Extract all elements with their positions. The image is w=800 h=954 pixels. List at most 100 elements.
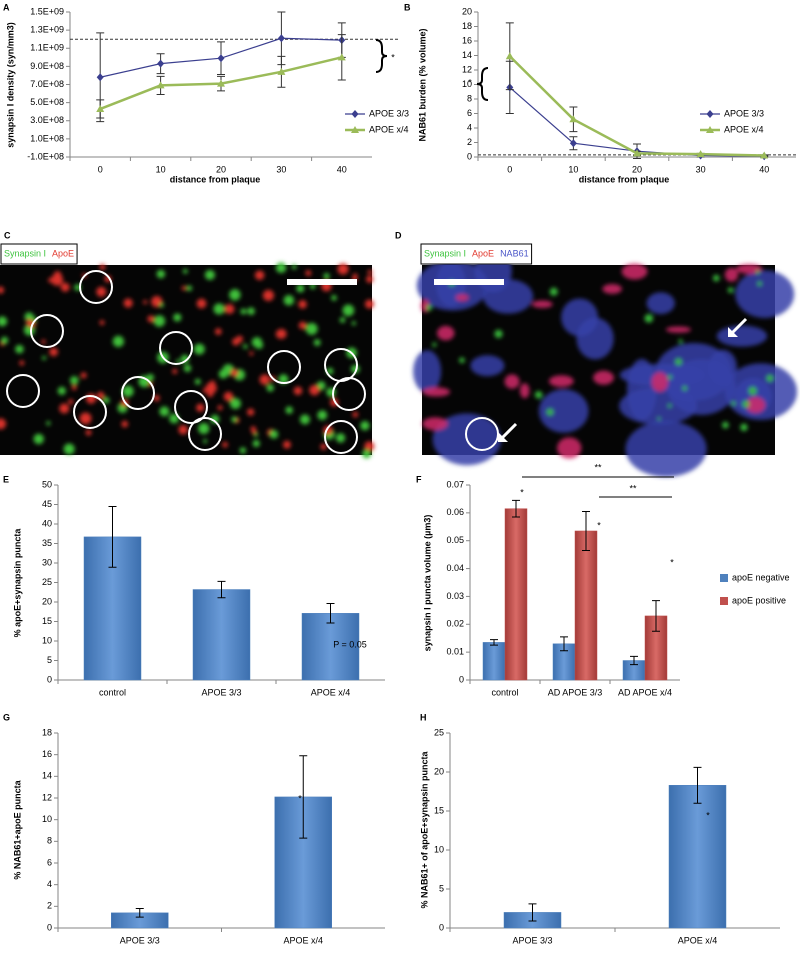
apoe-signal [531, 300, 553, 308]
point [569, 115, 578, 123]
error-bar [326, 603, 335, 624]
apoe-signal [203, 439, 208, 444]
synapsin-signal [223, 391, 234, 402]
point [157, 59, 165, 68]
x-tick-label: AD APOE 3/3 [548, 687, 603, 697]
apoe-signal [366, 275, 374, 283]
legend-label: APOE x/4 [369, 124, 409, 134]
y-tick-label: 25 [434, 727, 444, 737]
apoe-signal [153, 395, 160, 402]
apoe-signal [557, 437, 582, 459]
apoe-signal [255, 341, 264, 349]
synapsin-signal [293, 386, 303, 396]
synapsin-signal [335, 433, 346, 443]
synapsin-signal [757, 281, 762, 286]
scale-bar [287, 279, 357, 285]
synapsin-signal [360, 420, 370, 431]
error-bar [693, 766, 702, 804]
synapsin-signal [426, 305, 433, 311]
panel-letter: C [4, 230, 11, 240]
synapsin-signal [549, 287, 558, 296]
apoe-signal [224, 303, 235, 314]
synapsin-signal [259, 374, 270, 385]
y-tick-label: 6 [47, 857, 52, 867]
error-bar [560, 636, 568, 652]
y-tick-label: 20 [42, 596, 52, 606]
y-tick-label: 0 [439, 922, 444, 932]
synapsin-signal [756, 270, 760, 275]
y-tick-label: 4 [467, 122, 472, 132]
x-tick-label: 30 [696, 164, 706, 174]
apoe-signal [243, 344, 248, 349]
apoe-signal [156, 269, 166, 279]
synapsin-signal [731, 401, 736, 406]
synapsin-signal [96, 391, 105, 400]
y-tick-label: 12 [42, 792, 52, 802]
y-tick-label: 0.04 [446, 563, 464, 573]
legend-label: apoE negative [732, 572, 790, 582]
synapsin-signal [351, 321, 356, 326]
y-axis-label: % apoE+synapsin puncta [12, 528, 22, 638]
highlight-circle [79, 270, 113, 304]
annotation: * [391, 52, 395, 62]
y-tick-label: 16 [42, 749, 52, 759]
image-label: ApoE [472, 248, 494, 258]
y-tick-label: 40 [42, 518, 52, 528]
synapsin-signal [331, 295, 337, 301]
image-legend: Synapsin I ApoE [0, 243, 78, 265]
legend-marker [351, 110, 359, 118]
synapsin-signal [722, 421, 729, 429]
y-axis-label: synapsin I puncta volume (µm3) [422, 515, 432, 652]
y-tick-label: 0 [47, 922, 52, 932]
x-tick-label: APOE 3/3 [201, 687, 241, 697]
nab61-deposit [655, 342, 733, 401]
x-tick-label: 40 [759, 164, 769, 174]
apoe-signal [247, 307, 255, 316]
point [156, 81, 165, 89]
panel-letter: G [3, 712, 10, 722]
synapsin-signal [766, 374, 774, 382]
nab61-deposit [576, 317, 614, 360]
apoe-signal [0, 418, 7, 430]
highlight-circle [30, 314, 64, 348]
apoe-signal [665, 326, 692, 333]
legend-marker [351, 126, 359, 133]
x-tick-label: 0 [507, 164, 512, 174]
apoe-signal [143, 300, 148, 305]
synapsin-signal [320, 443, 327, 450]
highlight-circle [332, 377, 366, 411]
synapsin-signal [364, 441, 375, 452]
y-tick-label: 0.01 [446, 647, 464, 657]
apoe-signal [194, 378, 201, 385]
apoe-signal [196, 403, 205, 412]
apoe-signal [548, 375, 574, 387]
apoe-signal [651, 372, 668, 392]
apoe-signal [367, 269, 373, 275]
y-tick-label: 30 [42, 557, 52, 567]
apoe-signal [175, 359, 181, 364]
synapsin-signal [675, 358, 682, 366]
x-tick-label: APOE 3/3 [512, 935, 552, 945]
image-legend: Synapsin I ApoE NAB61 [420, 243, 533, 265]
synapsin-signal [712, 274, 720, 282]
error-bar [490, 639, 498, 646]
y-tick-label: 8 [47, 836, 52, 846]
apoe-signal [602, 283, 623, 294]
synapsin-signal [231, 416, 238, 423]
highlight-circle [188, 417, 222, 451]
y-tick-label: 10 [434, 844, 444, 854]
synapsin-signal [250, 426, 256, 432]
y-tick-label: 5 [439, 883, 444, 893]
nab61-deposit [716, 325, 768, 347]
synapsin-signal [34, 435, 43, 444]
synapsin-signal [748, 386, 757, 395]
apoe-signal [593, 370, 614, 385]
y-tick-label: 8 [467, 93, 472, 103]
synapsin-signal [99, 263, 106, 270]
apoe-signal [48, 277, 54, 283]
error-bar [299, 755, 308, 839]
bar [504, 508, 528, 681]
x-axis-label: distance from plaque [170, 174, 261, 184]
synapsin-signal [494, 329, 503, 339]
apoe-signal [69, 376, 79, 385]
